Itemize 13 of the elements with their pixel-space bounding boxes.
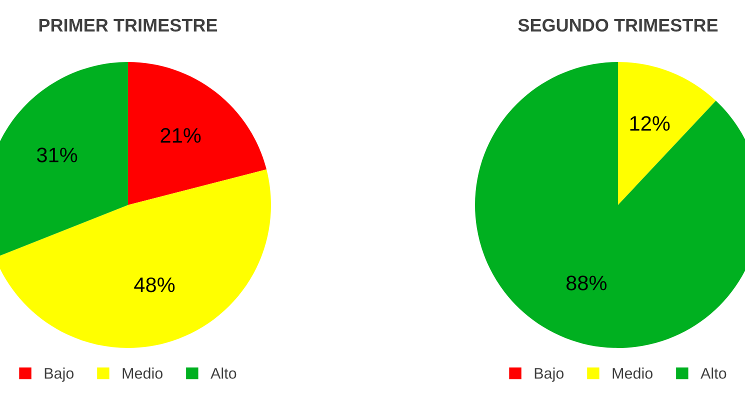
data-label: 48% <box>134 277 175 292</box>
legend-label: Bajo <box>44 368 74 382</box>
legend-label: Alto <box>210 368 236 379</box>
legend-label: Bajo <box>534 368 564 382</box>
legend-label: Medio <box>122 368 163 379</box>
legend-label: Alto <box>700 368 726 379</box>
chart-title: PRIMER TRIMESTRE <box>39 18 218 32</box>
data-label: 88% <box>566 276 607 290</box>
legend-label: Medio <box>612 368 653 379</box>
data-label: 21% <box>160 128 201 143</box>
data-label: 12% <box>630 116 670 131</box>
chart-title: SEGUNDO TRIMESTRE <box>518 18 718 32</box>
data-label: 31% <box>36 148 78 162</box>
